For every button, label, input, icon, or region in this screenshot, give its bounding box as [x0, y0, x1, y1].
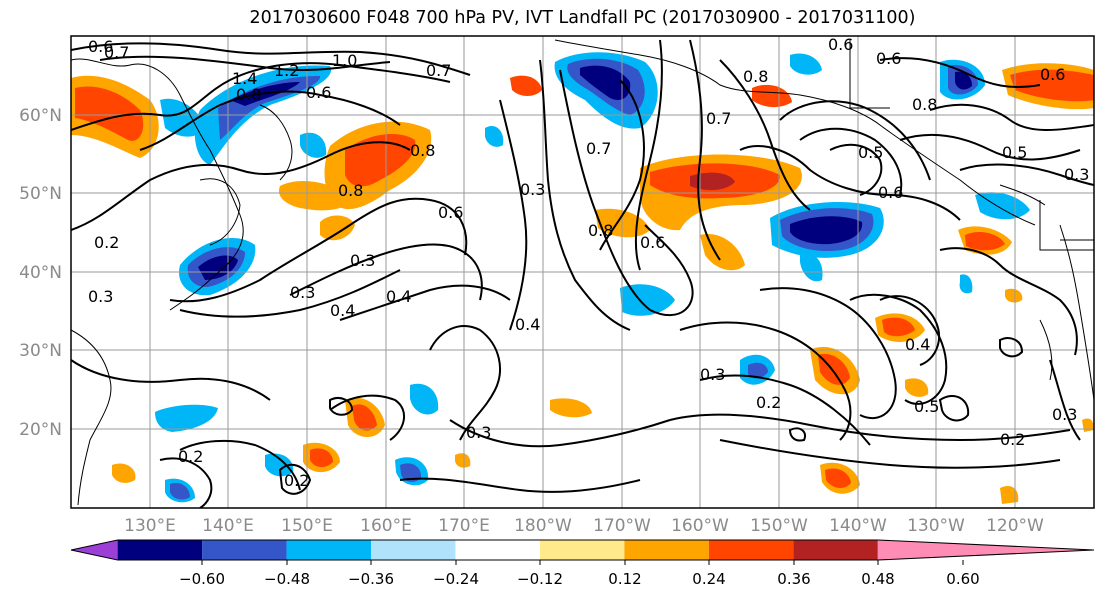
lat-label: 50°N [19, 184, 62, 204]
colorbar: −0.60 −0.48 −0.36 −0.24 −0.12 0.12 0.24 … [70, 539, 1095, 588]
coastlines [71, 39, 1094, 506]
colorbar-bins [70, 539, 1095, 561]
contour-label: 0.3 [520, 180, 545, 199]
contour-label: 0.8 [912, 95, 937, 114]
lon-label: 160°E [360, 516, 412, 536]
contour-label: 0.3 [1064, 165, 1089, 184]
colorbar-tick-label: 0.36 [777, 570, 810, 588]
contour-label: 0.7 [706, 109, 731, 128]
contour-label: 1.0 [332, 51, 357, 70]
contour-label: 0.8 [236, 85, 261, 104]
contour-label: 0.4 [386, 287, 411, 306]
lon-label: 120°W [986, 516, 1044, 536]
lat-label: 30°N [19, 341, 62, 361]
lon-label: 130°E [124, 516, 176, 536]
colorbar-bin [793, 540, 878, 560]
colorbar-tick-label: 0.24 [692, 570, 725, 588]
contour-label: 0.5 [1002, 143, 1027, 162]
contour-label: 0.4 [905, 335, 930, 354]
contour-label: 0.2 [284, 471, 309, 490]
lon-label: 130°W [907, 516, 965, 536]
lon-label: 140°W [829, 516, 887, 536]
contour-label: 0.4 [330, 301, 355, 320]
colorbar-bin [877, 540, 1094, 560]
colorbar-tick-label: −0.12 [517, 570, 563, 588]
lat-label: 20°N [19, 420, 62, 440]
colorbar-tick-label: −0.24 [433, 570, 479, 588]
colorbar-tick-label: 0.48 [861, 570, 894, 588]
colorbar-bin [286, 540, 372, 560]
longitude-labels: 130°E 140°E 150°E 160°E 170°E 180°W 170°… [124, 516, 1044, 536]
colorbar-tick-label: −0.60 [179, 570, 225, 588]
contour-label: 0.8 [588, 221, 613, 240]
contour-label: 0.2 [1000, 430, 1025, 449]
colorbar-tick-marks [201, 560, 964, 565]
latitude-labels: 60°N 50°N 40°N 30°N 20°N [19, 106, 62, 440]
contour-label: 0.4 [515, 315, 540, 334]
contour-label: 0.7 [426, 61, 451, 80]
pv-shading [71, 52, 1094, 504]
contour-label: 0.3 [466, 423, 491, 442]
lon-label: 170°W [593, 516, 651, 536]
contour-labels: 0.6 0.7 1.4 1.2 1.0 0.8 0.6 0.7 0.6 0.6 … [88, 35, 1089, 490]
contour-label: 0.3 [700, 365, 725, 384]
contour-label: 0.2 [178, 447, 203, 466]
contour-label: 0.3 [88, 287, 113, 306]
negative-anomaly-patches [155, 52, 1030, 503]
contour-label: 0.7 [104, 43, 129, 62]
lon-label: 170°E [438, 516, 490, 536]
positive-anomaly-patches [71, 63, 1094, 504]
colorbar-tick-label: 0.60 [946, 570, 979, 588]
colorbar-bin [624, 540, 709, 560]
contour-label: 0.8 [743, 67, 768, 86]
map-title: 2017030600 F048 700 hPa PV, IVT Landfall… [249, 8, 916, 28]
contour-label: 0.6 [306, 83, 331, 102]
colorbar-bin [455, 540, 540, 560]
colorbar-bin [117, 540, 203, 560]
contour-label: 0.6 [640, 233, 665, 252]
contour-label: 1.4 [232, 69, 257, 88]
lat-label: 60°N [19, 106, 62, 126]
colorbar-tick-label: −0.36 [348, 570, 394, 588]
contour-label: 0.2 [756, 393, 781, 412]
colorbar-outline [70, 539, 1095, 561]
contour-label: 0.8 [338, 181, 363, 200]
contour-label: 0.2 [94, 233, 119, 252]
lon-label: 150°W [750, 516, 808, 536]
contour-label: 0.5 [858, 143, 883, 162]
contour-label: 0.3 [290, 283, 315, 302]
contour-label: 0.8 [410, 141, 435, 160]
colorbar-bin [202, 540, 287, 560]
pv-contours [71, 39, 1094, 508]
colorbar-bin [71, 540, 118, 560]
colorbar-tick-label: −0.48 [264, 570, 310, 588]
colorbar-bin [708, 540, 794, 560]
lon-label: 150°E [281, 516, 333, 536]
lon-label: 160°W [671, 516, 729, 536]
colorbar-tick-labels: −0.60 −0.48 −0.36 −0.24 −0.12 0.12 0.24 … [179, 570, 980, 588]
contour-label: 0.3 [1052, 405, 1077, 424]
colorbar-bin [539, 540, 625, 560]
lon-label: 140°E [202, 516, 254, 536]
contour-label: 0.7 [586, 139, 611, 158]
contour-label: 1.2 [274, 61, 299, 80]
contour-label: 0.6 [438, 203, 463, 222]
map-frame [70, 35, 1095, 509]
contour-label: 0.6 [876, 49, 901, 68]
contour-label: 0.6 [88, 37, 113, 56]
colorbar-tick-label: 0.12 [608, 570, 641, 588]
contour-label: 0.6 [828, 35, 853, 54]
lon-label: 180°W [514, 516, 572, 536]
contour-label: 0.6 [878, 183, 903, 202]
contour-label: 0.6 [1040, 65, 1065, 84]
colorbar-bin [371, 540, 456, 560]
contour-label: 0.3 [350, 251, 375, 270]
contour-label: 0.5 [914, 397, 939, 416]
lat-label: 40°N [19, 263, 62, 283]
